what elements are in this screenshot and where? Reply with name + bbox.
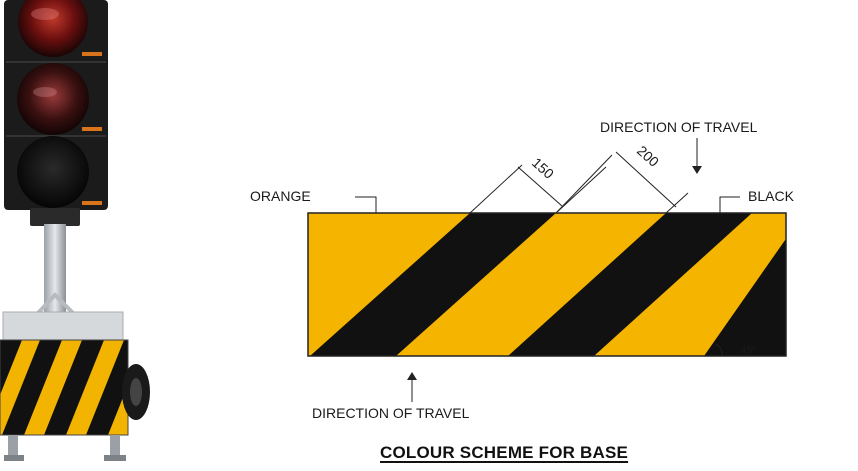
signal-pole [44,224,66,314]
traffic-signal-photo [0,0,150,461]
dimension-200: 200 [634,142,662,170]
arrow-down-icon [692,166,702,174]
diagram-caption: COLOUR SCHEME FOR BASE [380,443,629,462]
green-lamp [17,136,89,208]
black-stripe-2 [508,213,752,356]
angle-label: 45° [740,345,757,357]
direction-of-travel-top: DIRECTION OF TRAVEL [600,119,758,135]
black-label: BLACK [748,188,795,204]
arrow-up-icon [407,372,417,380]
black-stripe-3 [704,238,786,356]
direction-of-travel-bottom: DIRECTION OF TRAVEL [312,405,470,421]
base-striped-panel [0,340,128,435]
dimension-lines [355,138,740,402]
red-lamp [18,0,88,57]
dimension-150: 150 [529,154,557,182]
black-stripe-1 [310,213,556,356]
colour-scheme-diagram: ORANGE BLACK DIRECTION OF TRAVEL DIRECTI… [250,119,795,421]
orange-label: ORANGE [250,188,311,204]
panel-outline [307,212,787,357]
striped-panel [308,213,786,356]
amber-lamp [17,63,89,135]
